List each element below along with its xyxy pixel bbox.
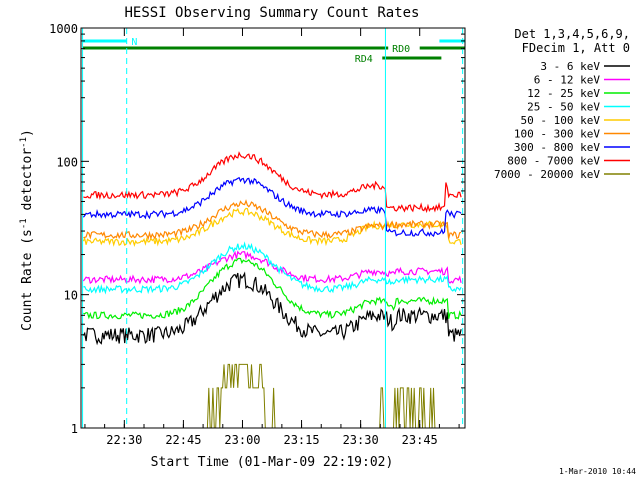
legend-entry-label: 100 - 300 keV (514, 128, 600, 141)
legend: Det 1,3,4,5,6,9, FDecim 1, Att 0 3 - 6 k… (494, 27, 630, 181)
flag-n-label: N (131, 37, 137, 48)
y-axis-label-sup2: -1 (19, 137, 29, 148)
y-axis-label-sup1: -1 (19, 218, 29, 229)
x-tick-label: 23:45 (402, 433, 438, 447)
flag-rd0-label: RD0 (392, 44, 410, 55)
x-tick-label: 22:30 (106, 433, 142, 447)
series-layer (82, 151, 462, 429)
chart-title: HESSI Observing Summary Count Rates (124, 5, 419, 21)
series-line (82, 250, 462, 285)
y-tick-label: 10 (64, 289, 78, 303)
legend-entry-label: 3 - 6 keV (540, 60, 600, 73)
series-line (83, 363, 462, 429)
plot-frame (80, 27, 466, 429)
legend-entry-label: 800 - 7000 keV (507, 155, 600, 168)
legend-entry-label: 300 - 800 keV (514, 141, 600, 154)
legend-header-line-1: Det 1,3,4,5,6,9, (514, 27, 630, 41)
series-line (83, 199, 462, 241)
legend-entry-label: 7000 - 20000 keV (494, 168, 600, 181)
y-axis-label-end: ) (20, 129, 35, 137)
legend-header-line-2: FDecim 1, Att 0 (522, 41, 630, 55)
flag-rd4-label: RD4 (355, 54, 373, 65)
y-axis-label-mid: detector (20, 148, 35, 219)
y-axis-label-main: Count Rate (s (20, 229, 35, 331)
flag-layer: N RD0 RD4 (82, 28, 465, 428)
series-line (83, 151, 462, 214)
series-line (82, 176, 462, 237)
y-tick-label: 1 (71, 422, 78, 436)
series-line (83, 241, 462, 295)
legend-entry-label: 50 - 100 keV (521, 114, 601, 127)
legend-entry-label: 25 - 50 keV (527, 101, 600, 114)
y-tick-label: 1000 (49, 22, 78, 36)
footer-date: 1-Mar-2010 10:44 (559, 467, 636, 476)
legend-entry-label: 12 - 25 keV (527, 87, 600, 100)
y-tick-label: 100 (56, 155, 78, 169)
series-line (82, 207, 462, 248)
x-axis-label: Start Time (01-Mar-09 22:19:02) (151, 455, 394, 470)
series-line (82, 271, 462, 346)
x-tick-label: 23:15 (283, 433, 319, 447)
y-axis-label: Count Rate (s-1 detector-1) (19, 129, 35, 331)
x-tick-label: 23:00 (224, 433, 260, 447)
axes-layer: 22:30 22:45 23:00 23:15 23:30 23:45 1000 100 10 1 (49, 22, 466, 447)
legend-entry-label: 6 - 12 keV (534, 74, 601, 87)
x-tick-label: 22:45 (165, 433, 201, 447)
x-tick-label: 23:30 (343, 433, 379, 447)
series-line (83, 257, 462, 320)
